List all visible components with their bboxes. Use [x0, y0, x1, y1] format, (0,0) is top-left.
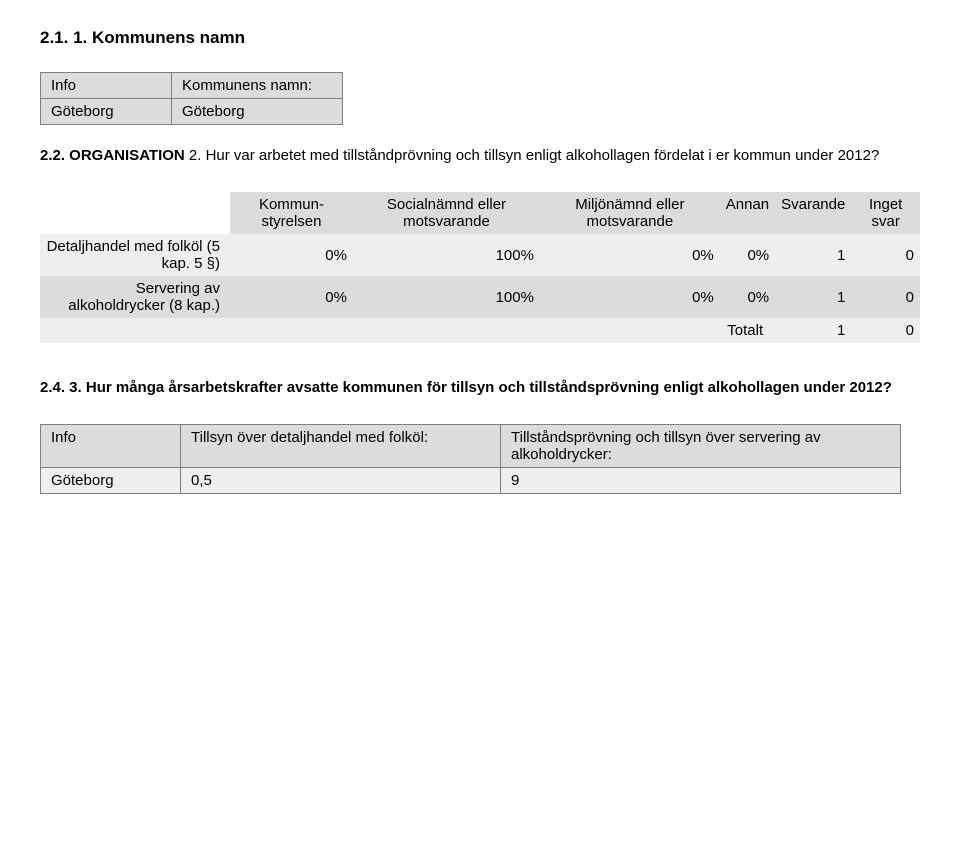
cell: 0%	[720, 234, 775, 276]
section2-rest: 2. Hur var arbetet med tillståndprövning…	[185, 147, 880, 164]
cell: Info	[41, 425, 181, 468]
col-header: Annan	[720, 192, 775, 234]
section2-bold-lead: 2.2. ORGANISATION	[40, 147, 185, 164]
total-svarande: 1	[775, 318, 851, 343]
col-header: Inget svar	[851, 192, 920, 234]
cell: Kommunens namn:	[172, 73, 343, 99]
cell: Info	[41, 73, 172, 99]
section3-bold-lead: 2.4. 3. Hur många årsarbetskrafter avsat…	[40, 379, 892, 396]
header-empty	[40, 192, 230, 234]
cell: 0%	[720, 276, 775, 318]
col-header: Miljönämnd eller motsvarande	[540, 192, 720, 234]
cell: Göteborg	[41, 468, 181, 494]
cell: 1	[775, 276, 851, 318]
table-row: Detaljhandel med folköl (5 kap. 5 §) 0% …	[40, 234, 920, 276]
col-header: Socialnämnd eller motsvarande	[353, 192, 540, 234]
cell: 0%	[230, 276, 353, 318]
cell: Göteborg	[172, 99, 343, 125]
cell: 1	[775, 234, 851, 276]
cell: 0	[851, 276, 920, 318]
row-label: Detaljhandel med folköl (5 kap. 5 §)	[40, 234, 230, 276]
col-header: Svarande	[775, 192, 851, 234]
section1-heading: 2.1. 1. Kommunens namn	[40, 28, 920, 48]
cell: 0,5	[181, 468, 501, 494]
cell: Tillsyn över detaljhandel med folköl:	[181, 425, 501, 468]
cell: Tillståndsprövning och tillsyn över serv…	[501, 425, 901, 468]
cell: 0	[851, 234, 920, 276]
page: 2.1. 1. Kommunens namn Info Kommunens na…	[0, 0, 960, 544]
section3-question: 2.4. 3. Hur många årsarbetskrafter avsat…	[40, 379, 920, 396]
cell: 9	[501, 468, 901, 494]
cell: 0%	[540, 276, 720, 318]
total-label: Totalt	[40, 318, 775, 343]
arsarbetskrafter-table: Info Tillsyn över detaljhandel med folkö…	[40, 424, 901, 494]
cell: 100%	[353, 234, 540, 276]
kommunen-namn-table: Info Kommunens namn: Göteborg Göteborg	[40, 72, 343, 125]
total-inget: 0	[851, 318, 920, 343]
table-row: Servering av alkoholdrycker (8 kap.) 0% …	[40, 276, 920, 318]
cell: 0%	[230, 234, 353, 276]
organisation-table: Kommun- styrelsen Socialnämnd eller mots…	[40, 192, 920, 343]
total-row: Totalt 1 0	[40, 318, 920, 343]
cell: Göteborg	[41, 99, 172, 125]
section2-question: 2.2. ORGANISATION 2. Hur var arbetet med…	[40, 147, 920, 164]
cell: 100%	[353, 276, 540, 318]
cell: 0%	[540, 234, 720, 276]
row-label: Servering av alkoholdrycker (8 kap.)	[40, 276, 230, 318]
col-header: Kommun- styrelsen	[230, 192, 353, 234]
